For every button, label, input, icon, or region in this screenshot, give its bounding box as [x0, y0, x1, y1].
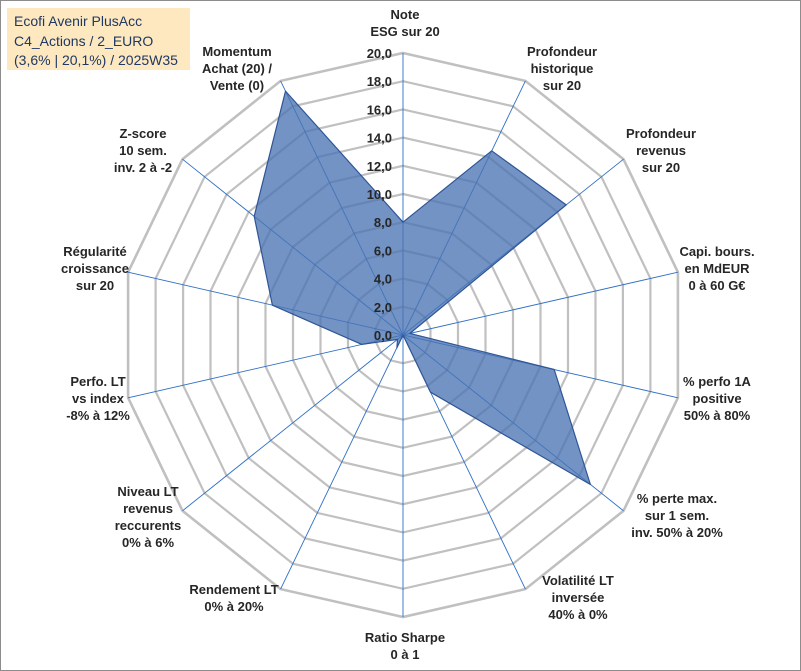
axis-label: Capi. bours. en MdEUR 0 à 60 G€ [679, 244, 754, 293]
fund-name: Ecofi Avenir PlusAcc [14, 13, 143, 29]
axis-label: % perte max. sur 1 sem. inv. 50% à 20% [631, 491, 723, 540]
tick-label: 6,0 [374, 243, 392, 258]
axis-label: Ratio Sharpe 0 à 1 [365, 630, 445, 662]
axis-label: Profondeur revenus sur 20 [626, 126, 696, 175]
axis-label: Niveau LT revenus reccurents 0% à 6% [115, 484, 181, 550]
axis-spoke [182, 334, 404, 512]
tick-label: 12,0 [367, 159, 392, 174]
axis-label: Perfo. LT vs index -8% à 12% [66, 374, 130, 423]
tick-label: 10,0 [367, 187, 392, 202]
tick-label: 18,0 [367, 74, 392, 89]
tick-label: 14,0 [367, 131, 392, 146]
fund-info-box: Ecofi Avenir PlusAcc C4_Actions / 2_EURO… [7, 8, 190, 70]
tick-label: 16,0 [367, 102, 392, 117]
tick-label: 0,0 [374, 328, 392, 343]
tick-label: 8,0 [374, 215, 392, 230]
series-area [253, 90, 592, 486]
fund-stats: (3,6% | 20,1%) / 2025W35 [14, 52, 178, 68]
radar-tick-labels: 0,0 2,0 4,0 6,0 8,0 10,0 12,0 14,0 16,0 18,0 20,0 [367, 46, 392, 343]
axis-label: Volatilité LT inversée 40% à 0% [542, 573, 614, 622]
radar-series [253, 90, 592, 486]
axis-spoke [127, 334, 404, 399]
tick-label: 4,0 [374, 272, 392, 287]
axis-label: Z-score 10 sem. inv. 2 à -2 [114, 126, 172, 175]
fund-category: C4_Actions / 2_EURO [14, 32, 154, 49]
axis-label: Régularité croissance sur 20 [61, 244, 129, 293]
axis-label: Profondeur historique sur 20 [527, 44, 597, 93]
tick-label: 20,0 [367, 46, 392, 61]
axis-label: % perfo 1A positive 50% à 80% [683, 374, 752, 423]
tick-label: 2,0 [374, 300, 392, 315]
axis-label: Momentum Achat (20) / Vente (0) [202, 44, 272, 93]
axis-spoke [402, 271, 679, 336]
axis-label: Rendement LT 0% à 20% [189, 582, 278, 614]
axis-spoke [280, 334, 404, 590]
axis-label: Note ESG sur 20 [370, 7, 439, 39]
radar-axis-labels: Note ESG sur 20 Profondeur historique sur 20… [61, 7, 755, 662]
